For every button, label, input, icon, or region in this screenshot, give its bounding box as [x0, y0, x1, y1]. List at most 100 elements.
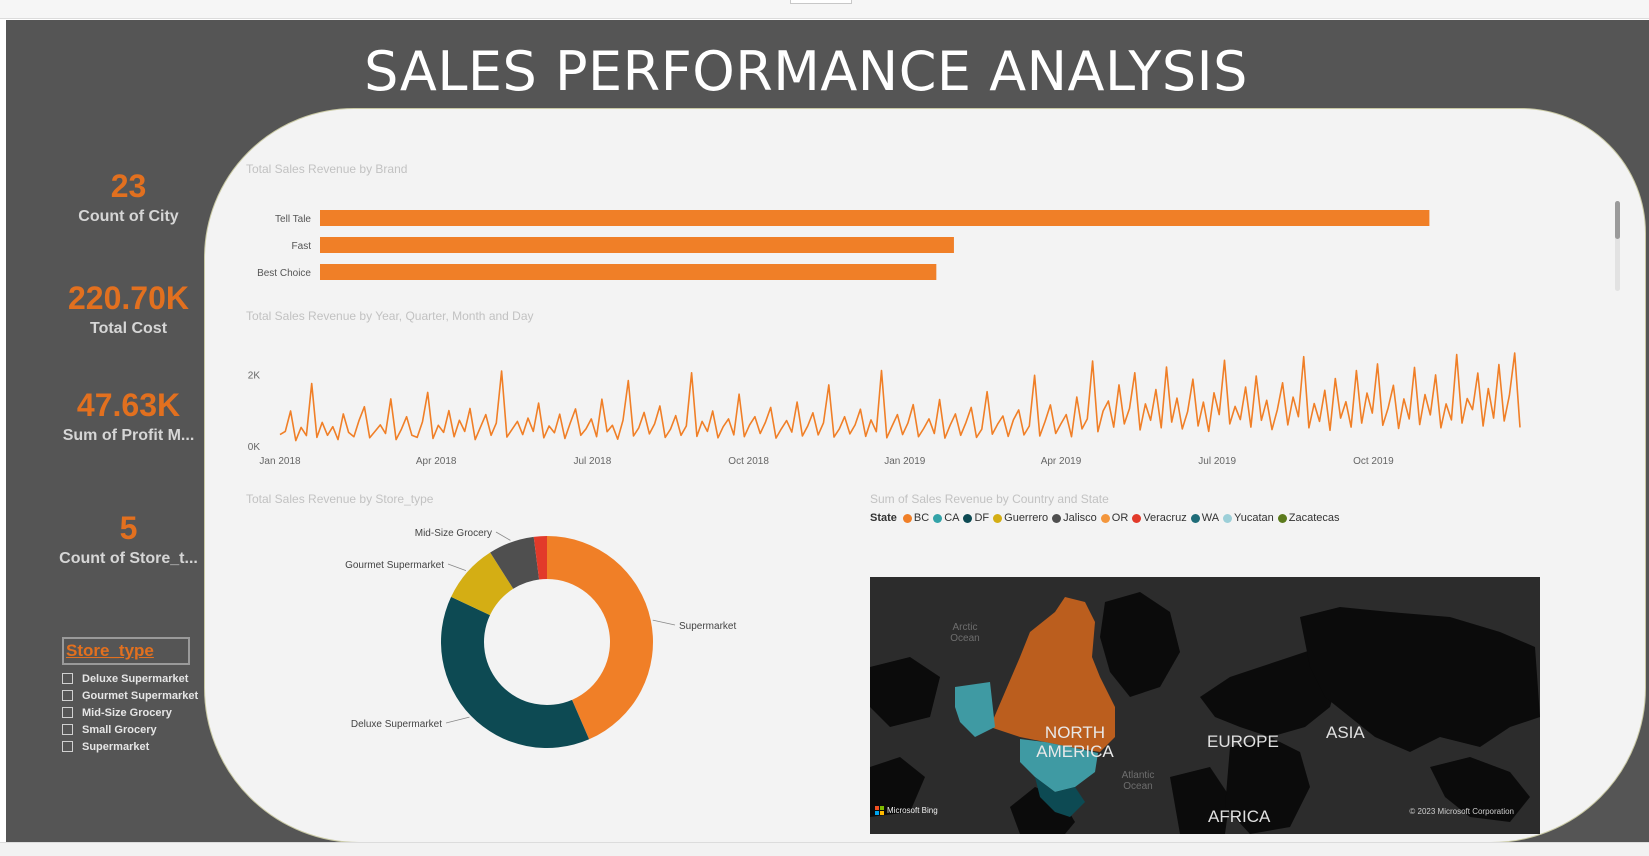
legend-label: WA	[1201, 512, 1220, 524]
kpi-label: Total Cost	[89, 320, 168, 337]
report-canvas: SALES PERFORMANCE ANALYSIS 23 Count of C…	[6, 20, 1649, 843]
donut-slice[interactable]	[533, 536, 547, 580]
window-top-bar	[0, 0, 1649, 19]
kpi-value: 220.70K	[68, 280, 189, 316]
kpi-total-cost[interactable]: 220.70K Total Cost	[46, 280, 211, 338]
legend-item[interactable]: DF	[963, 512, 989, 524]
scrollbar-thumb[interactable]	[1615, 201, 1620, 239]
legend-dot-icon	[963, 513, 973, 523]
legend-item[interactable]: OR	[1100, 512, 1129, 524]
map-visual[interactable]: Arctic Ocean NORTH AMERICA EUROPE ASIA A…	[870, 577, 1540, 834]
window-tab[interactable]	[790, 0, 852, 4]
legend-dot-icon	[902, 513, 912, 523]
donut-leader-line	[652, 619, 676, 626]
bar[interactable]	[320, 264, 937, 280]
map-attribution: Microsoft Bing	[887, 806, 938, 815]
x-tick-label: Oct 2018	[728, 456, 769, 467]
checkbox[interactable]	[62, 741, 73, 752]
legend-item[interactable]: Yucatan	[1223, 512, 1274, 524]
slicer-option[interactable]: Supermarket	[62, 738, 222, 755]
donut-slice[interactable]	[490, 536, 540, 589]
donut-slice[interactable]	[451, 552, 514, 616]
legend-label: Veracruz	[1143, 512, 1187, 524]
checkbox[interactable]	[62, 690, 73, 701]
kpi-label: Sum of Profit M...	[62, 427, 195, 444]
visuals-panel: Total Sales Revenue by Brand Total Sales…	[204, 108, 1646, 843]
donut-label: Gourmet Supermarket	[345, 560, 444, 571]
legend-label: Zacatecas	[1288, 512, 1340, 524]
line-chart-title: Total Sales Revenue by Year, Quarter, Mo…	[246, 309, 534, 323]
donut-label: Supermarket	[679, 621, 736, 632]
store-type-slicer[interactable]: Store_type Deluxe Supermarket Gourmet Su…	[62, 637, 222, 755]
legend-item[interactable]: Jalisco	[1052, 512, 1097, 524]
map-copyright: © 2023 Microsoft Corporation	[1409, 807, 1514, 816]
slicer-option-label: Gourmet Supermarket	[82, 689, 199, 702]
page-title: SALES PERFORMANCE ANALYSIS	[364, 40, 1248, 103]
donut-label: Deluxe Supermarket	[351, 719, 442, 730]
legend-dot-icon	[1277, 513, 1287, 523]
bar[interactable]	[320, 237, 954, 253]
map-title: Sum of Sales Revenue by Country and Stat…	[870, 492, 1109, 506]
donut-slice[interactable]	[547, 536, 653, 740]
line-chart[interactable]: 2K 0K Jan 2018 Apr 2018 Jul 2018 Oct 2018 Jan …	[205, 329, 1645, 469]
legend-label: DF	[974, 512, 990, 524]
legend-label: Jalisco	[1063, 512, 1097, 524]
x-tick-label: Jan 2019	[884, 456, 926, 467]
kpi-value: 47.63K	[76, 387, 181, 423]
x-tick-label: Apr 2018	[416, 456, 457, 467]
slicer-option[interactable]: Gourmet Supermarket	[62, 687, 222, 704]
legend-label: CA	[944, 512, 960, 524]
legend-item[interactable]: Veracruz	[1132, 512, 1187, 524]
bar-category-label: Tell Tale	[275, 214, 311, 225]
slicer-title: Store_type	[62, 637, 190, 665]
legend-item[interactable]: Guerrero	[993, 512, 1048, 524]
legend-item[interactable]: BC	[902, 512, 929, 524]
map-label-europe: EUROPE	[1207, 732, 1279, 751]
legend-item[interactable]: CA	[933, 512, 959, 524]
line-series[interactable]	[279, 352, 1521, 442]
kpi-value: 23	[110, 168, 147, 204]
bar-chart-scrollbar[interactable]	[1615, 201, 1620, 291]
map-label-north-america: NORTH AMERICA	[1036, 723, 1114, 761]
kpi-label: Count of Store_t...	[59, 550, 198, 567]
bar[interactable]	[320, 210, 1430, 226]
map-label-asia: ASIA	[1326, 723, 1365, 742]
kpi-count-of-city[interactable]: 23 Count of City	[46, 168, 211, 226]
window-bottom-bar	[0, 842, 1649, 856]
map-canvas	[870, 577, 1540, 834]
checkbox[interactable]	[62, 673, 73, 684]
kpi-count-of-store-type[interactable]: 5 Count of Store_t...	[46, 510, 211, 568]
bing-logo: Microsoft Bing	[875, 806, 938, 815]
donut-label: Mid-Size Grocery	[415, 528, 492, 539]
slicer-option[interactable]: Deluxe Supermarket	[62, 670, 222, 687]
legend-dot-icon	[1190, 513, 1200, 523]
x-tick-label: Jan 2018	[259, 456, 301, 467]
slicer-option[interactable]: Mid-Size Grocery	[62, 704, 222, 721]
legend-title: State	[870, 512, 897, 524]
legend-dot-icon	[1100, 513, 1110, 523]
map-label-atlantic: Atlantic Ocean	[1121, 770, 1155, 792]
kpi-sum-of-profit[interactable]: 47.63K Sum of Profit M...	[46, 387, 211, 445]
x-tick-label: Oct 2019	[1353, 456, 1394, 467]
slicer-option-label: Deluxe Supermarket	[82, 672, 189, 685]
legend-label: Guerrero	[1004, 512, 1049, 524]
map-label-arctic: Arctic Ocean	[950, 622, 980, 644]
checkbox[interactable]	[62, 707, 73, 718]
checkbox[interactable]	[62, 724, 73, 735]
legend-label: OR	[1111, 512, 1129, 524]
y-tick-label: 0K	[248, 442, 261, 453]
map-label-africa: AFRICA	[1208, 807, 1271, 826]
donut-chart[interactable]: Supermarket Deluxe Supermarket Gourmet Sup…	[205, 509, 845, 779]
slicer-option[interactable]: Small Grocery	[62, 721, 222, 738]
x-tick-label: Jul 2019	[1198, 456, 1236, 467]
legend-item[interactable]: Zacatecas	[1277, 512, 1340, 524]
map-legend: State BC CA DF Guerrero Jalisco OR Veracruz WA Yu…	[870, 512, 1344, 524]
donut-leader-line	[445, 716, 470, 724]
y-tick-label: 2K	[248, 371, 261, 382]
slicer-option-label: Small Grocery	[82, 723, 157, 736]
legend-item[interactable]: WA	[1190, 512, 1220, 524]
x-tick-label: Jul 2018	[573, 456, 611, 467]
slicer-option-label: Mid-Size Grocery	[82, 706, 172, 719]
donut-slice[interactable]	[441, 596, 590, 748]
